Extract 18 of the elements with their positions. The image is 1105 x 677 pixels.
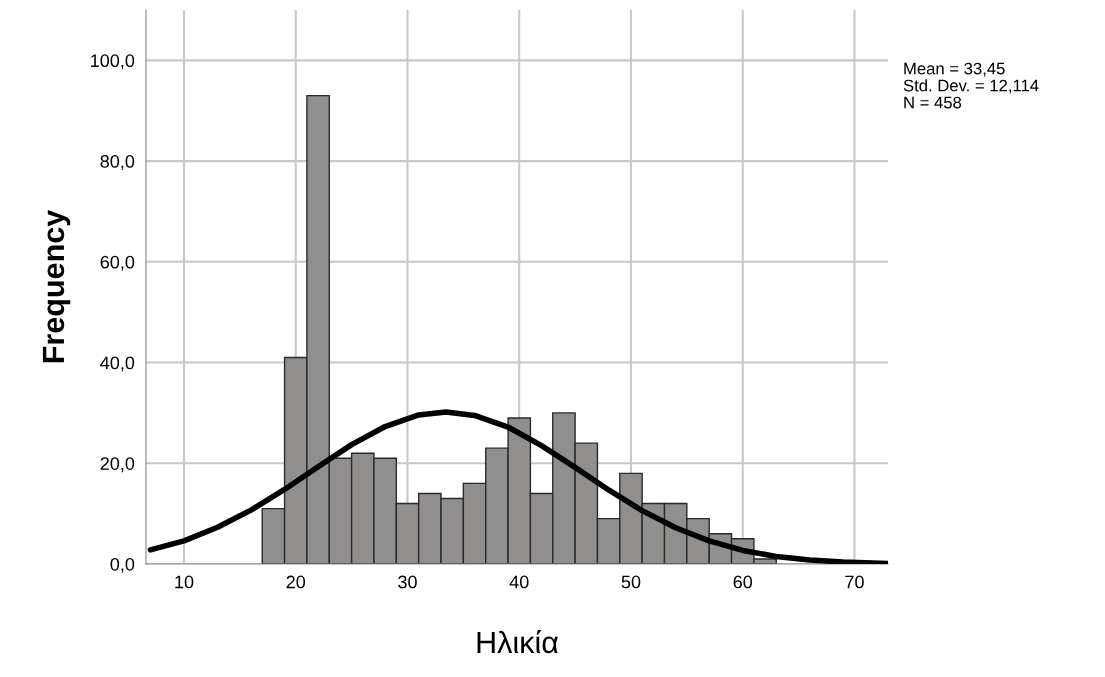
text: Mean = 33,45 xyxy=(904,62,1005,77)
y-axis-title: Frequency xyxy=(42,209,71,363)
x-tick-label: 60 xyxy=(733,575,753,589)
y-tick-label: 40,0 xyxy=(100,356,135,372)
x-tick-label: 10 xyxy=(175,575,194,589)
x-tick-label: 70 xyxy=(845,575,864,589)
x-tick-label: 20 xyxy=(286,575,306,589)
y-tick-label: 20,0 xyxy=(100,457,135,473)
y-tick-label: 60,0 xyxy=(100,255,135,271)
x-tick-label: 30 xyxy=(398,575,417,589)
x-tick-label: 40 xyxy=(509,575,529,589)
y-tick-label: 80,0 xyxy=(100,155,135,170)
text: N = 458 xyxy=(904,96,962,109)
y-tick-label: 100,0 xyxy=(91,54,135,70)
x-tick-label: 50 xyxy=(621,575,641,589)
y-tick-label: 0,0 xyxy=(110,557,135,573)
text: Std. Dev. = 12,114 xyxy=(903,79,1039,94)
x-axis-title: Ηλικία xyxy=(477,629,559,654)
